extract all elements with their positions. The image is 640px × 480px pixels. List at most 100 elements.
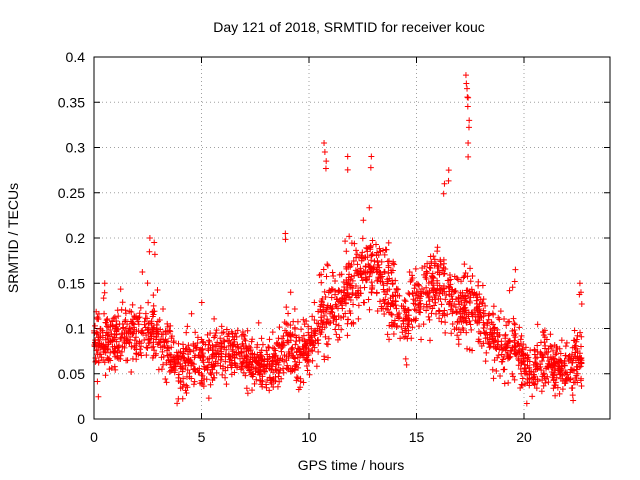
- data-point: [544, 354, 551, 361]
- data-point: [442, 329, 449, 336]
- data-point: [393, 286, 400, 293]
- data-point: [367, 266, 374, 273]
- data-point: [183, 373, 190, 380]
- data-point: [576, 280, 583, 287]
- data-point: [361, 269, 368, 276]
- data-point: [523, 400, 530, 407]
- data-point: [465, 94, 472, 101]
- data-point: [138, 340, 145, 347]
- data-point: [509, 284, 516, 291]
- data-point: [497, 372, 504, 379]
- data-point: [289, 365, 296, 372]
- data-point: [315, 348, 322, 355]
- data-point: [311, 344, 318, 351]
- data-point: [174, 356, 181, 363]
- data-point: [412, 301, 419, 308]
- data-point: [175, 371, 182, 378]
- data-point: [253, 353, 260, 360]
- data-point: [239, 341, 246, 348]
- data-point: [427, 337, 434, 344]
- data-point: [312, 330, 319, 337]
- data-point: [516, 324, 523, 331]
- data-point: [162, 376, 169, 383]
- data-point: [289, 344, 296, 351]
- data-point: [345, 293, 352, 300]
- data-point: [518, 332, 525, 339]
- data-point: [409, 324, 416, 331]
- data-point: [133, 356, 140, 363]
- x-tick-label: 15: [409, 429, 425, 445]
- data-point: [118, 334, 125, 341]
- data-point: [167, 361, 174, 368]
- data-point: [332, 278, 339, 285]
- data-point: [242, 372, 249, 379]
- data-point: [168, 344, 175, 351]
- data-point: [420, 321, 427, 328]
- data-point: [200, 383, 207, 390]
- data-point: [364, 248, 371, 255]
- data-point: [380, 286, 387, 293]
- data-point: [389, 301, 396, 308]
- data-point: [182, 362, 189, 369]
- data-point: [248, 338, 255, 345]
- data-point: [431, 302, 438, 309]
- data-point: [531, 381, 538, 388]
- data-point: [436, 315, 443, 322]
- data-point: [127, 333, 134, 340]
- data-point: [391, 261, 398, 268]
- data-point: [263, 381, 270, 388]
- data-point: [231, 369, 238, 376]
- data-point: [467, 265, 474, 272]
- data-point: [297, 375, 304, 382]
- data-point: [442, 265, 449, 272]
- data-point: [213, 343, 220, 350]
- data-point: [384, 306, 391, 313]
- data-point: [475, 278, 482, 285]
- data-point: [142, 310, 149, 317]
- data-point: [360, 217, 367, 224]
- data-point: [483, 349, 490, 356]
- data-point: [299, 336, 306, 343]
- data-point: [303, 318, 310, 325]
- data-point: [264, 351, 271, 358]
- data-point: [198, 299, 205, 306]
- data-point: [160, 306, 167, 313]
- data-point: [208, 361, 215, 368]
- data-point: [157, 326, 164, 333]
- data-point: [462, 72, 469, 79]
- data-point: [578, 300, 585, 307]
- data-point: [338, 271, 345, 278]
- data-point: [332, 301, 339, 308]
- data-point: [333, 331, 340, 338]
- data-point: [94, 378, 101, 385]
- data-point: [544, 363, 551, 370]
- data-point: [153, 321, 160, 328]
- data-point: [578, 343, 585, 350]
- data-point: [211, 315, 218, 322]
- data-point: [92, 322, 99, 329]
- data-point: [376, 245, 383, 252]
- x-axis-label: GPS time / hours: [298, 457, 405, 473]
- data-point: [434, 248, 441, 255]
- data-point: [541, 374, 548, 381]
- data-point: [276, 324, 283, 331]
- data-point: [200, 359, 207, 366]
- data-point: [344, 332, 351, 339]
- data-point: [497, 308, 504, 315]
- data-point: [336, 287, 343, 294]
- data-point: [150, 302, 157, 309]
- data-point: [519, 382, 526, 389]
- data-point: [267, 377, 274, 384]
- data-point: [314, 325, 321, 332]
- data-point: [292, 341, 299, 348]
- data-point: [436, 308, 443, 315]
- data-point: [164, 328, 171, 335]
- data-point: [384, 300, 391, 307]
- data-point: [263, 347, 270, 354]
- data-point: [184, 367, 191, 374]
- data-point: [491, 324, 498, 331]
- data-point: [268, 380, 275, 387]
- data-point: [518, 360, 525, 367]
- data-point: [269, 329, 276, 336]
- data-point: [137, 349, 144, 356]
